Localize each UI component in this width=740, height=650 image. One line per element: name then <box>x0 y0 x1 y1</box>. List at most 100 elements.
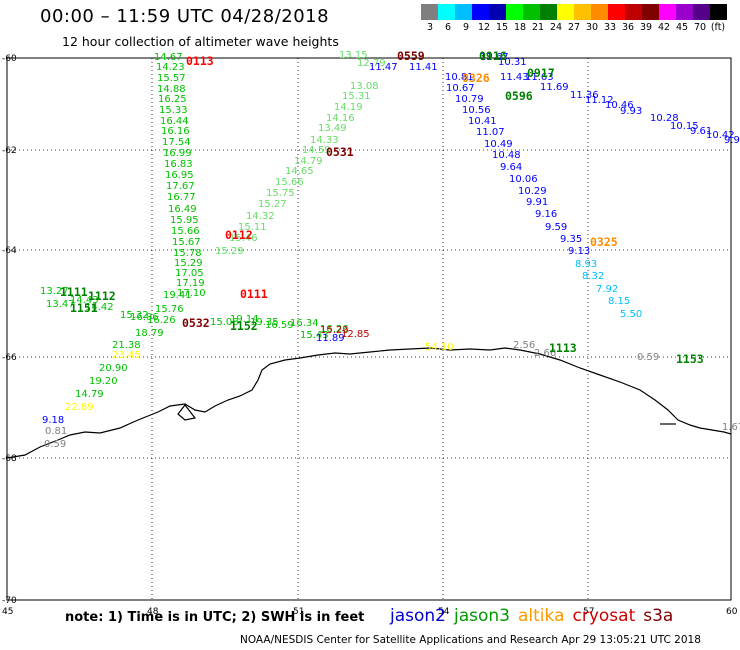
scale-swatch <box>574 4 591 20</box>
scale-swatch <box>693 4 710 20</box>
wave-height-value: 9.93 <box>724 135 740 146</box>
wave-height-value: 16.26 <box>320 324 349 335</box>
wave-height-value: 54.10 <box>425 342 454 353</box>
wave-height-value: 9.18 <box>42 415 64 426</box>
wave-height-value: 15.11 <box>238 222 267 233</box>
wave-height-value: 11.07 <box>476 127 505 138</box>
wave-height-value: 19.14 <box>230 314 259 325</box>
wave-height-value: 15.46 <box>229 233 258 244</box>
wave-height-value: 15.27 <box>258 199 287 210</box>
wave-height-value: 15.32 <box>120 310 149 321</box>
map-subtitle: 12 hour collection of altimeter wave hei… <box>62 34 339 49</box>
lat-label: -70 <box>2 596 17 606</box>
scale-swatch <box>659 4 676 20</box>
wave-height-value: 23.45 <box>112 350 141 361</box>
pass-time-label: 0111 <box>240 287 268 301</box>
wave-height-value: 15.75 <box>266 188 295 199</box>
wave-height-value: 15.29 <box>215 246 244 257</box>
wave-height-value: 12.85 <box>341 329 370 340</box>
scale-label: 6 <box>444 22 452 33</box>
wave-height-value: 14.59 <box>302 145 331 156</box>
pass-time-label: 1151 <box>70 301 98 315</box>
wave-height-value: 9.64 <box>500 162 522 173</box>
wave-height-value: 0.59 <box>44 439 66 450</box>
lat-label: -66 <box>2 353 17 363</box>
wave-height-value: 14.79 <box>294 156 323 167</box>
scale-swatch <box>540 4 557 20</box>
lon-label: 45 <box>2 607 13 617</box>
scale-swatch <box>506 4 523 20</box>
wave-height-value: 16.77 <box>167 192 196 203</box>
wave-height-value: 16.16 <box>161 126 190 137</box>
wave-height-value: 15.67 <box>172 237 201 248</box>
wave-height-value: 7.92 <box>596 284 618 295</box>
pass-time-label: 1152 <box>230 319 258 333</box>
wave-height-value: 11.63 <box>525 72 554 83</box>
satellite-legend-cryosat: cryosat <box>572 606 636 626</box>
pass-time-label: 0917 <box>527 66 555 80</box>
wave-height-value: 13.27 <box>40 286 69 297</box>
lat-lon-grid <box>6 57 732 601</box>
pass-time-label: 0112 <box>225 228 253 242</box>
scale-swatch <box>710 4 727 20</box>
lon-label: 60 <box>726 607 738 617</box>
scale-label: 45 <box>675 22 689 33</box>
wave-height-value: 19.41 <box>163 290 192 301</box>
altimeter-tracks: 14.6714.2315.5714.8816.2515.3316.4416.16… <box>40 50 740 450</box>
wave-height-value: 20.90 <box>99 363 128 374</box>
wave-height-value: 19.35 <box>250 317 279 328</box>
scale-label: 27 <box>567 22 581 33</box>
wave-height-value: 19.20 <box>89 376 118 387</box>
wave-height-value: 18.79 <box>135 328 164 339</box>
scale-swatch <box>625 4 642 20</box>
wave-height-value: 16.34 <box>290 318 319 329</box>
wave-height-value: 8.32 <box>582 271 604 282</box>
wave-height-value: 17.19 <box>176 278 205 289</box>
scale-label: 3 <box>426 22 434 33</box>
scale-label: 36 <box>621 22 635 33</box>
wave-height-value: 14.88 <box>157 84 186 95</box>
pass-time-label: 0326 <box>462 71 490 85</box>
wave-height-value: 21.38 <box>112 340 141 351</box>
satellite-legend-jason3: jason3 <box>454 606 510 626</box>
wave-height-value: 14.67 <box>154 52 183 63</box>
wave-height-value: 14.65 <box>285 166 314 177</box>
wave-height-value: 13.47 <box>46 299 75 310</box>
wave-height-value: 8.15 <box>608 296 630 307</box>
wave-height-value: 17.05 <box>175 268 204 279</box>
wave-height-value: 11.43 <box>500 72 529 83</box>
wave-height-value: 11.41 <box>409 62 438 73</box>
wave-height-value: 15.08 <box>210 317 239 328</box>
scale-label: 30 <box>585 22 599 33</box>
wave-height-value: 16.26 <box>147 315 176 326</box>
wave-height-value: 16.99 <box>163 148 192 159</box>
scale-swatch <box>557 4 574 20</box>
map-frame <box>6 57 732 601</box>
pass-time-label: 0559 <box>397 49 425 63</box>
scale-swatch <box>438 4 455 20</box>
lat-label: -64 <box>2 246 17 256</box>
wave-height-value: 15.57 <box>157 73 186 84</box>
wave-height-value: 15.78 <box>173 248 202 259</box>
pass-time-label: 0916 <box>479 49 507 63</box>
wave-height-value: 22.89 <box>65 402 94 413</box>
wave-height-value: 1.67 <box>722 422 740 433</box>
wave-height-value: 14.33 <box>310 135 339 146</box>
wave-height-value: 10.15 <box>670 121 699 132</box>
lon-label: 57 <box>583 607 594 617</box>
satellite-legend-s3a: s3a <box>643 606 674 626</box>
wave-height-value: 11.67 <box>480 52 509 63</box>
scale-label: 42 <box>657 22 671 33</box>
wave-height-value: 10.48 <box>492 150 521 161</box>
pass-time-label: 1112 <box>88 289 116 303</box>
scale-label: 39 <box>639 22 653 33</box>
scale-swatch <box>642 4 659 20</box>
credit-line: NOAA/NESDIS Center for Satellite Applica… <box>240 634 701 646</box>
wave-height-value: 10.49 <box>484 139 513 150</box>
wave-height-value: 14.43 <box>70 295 99 306</box>
wave-height-value: 11.69 <box>540 82 569 93</box>
wave-height-value: 15.23 <box>320 325 349 336</box>
